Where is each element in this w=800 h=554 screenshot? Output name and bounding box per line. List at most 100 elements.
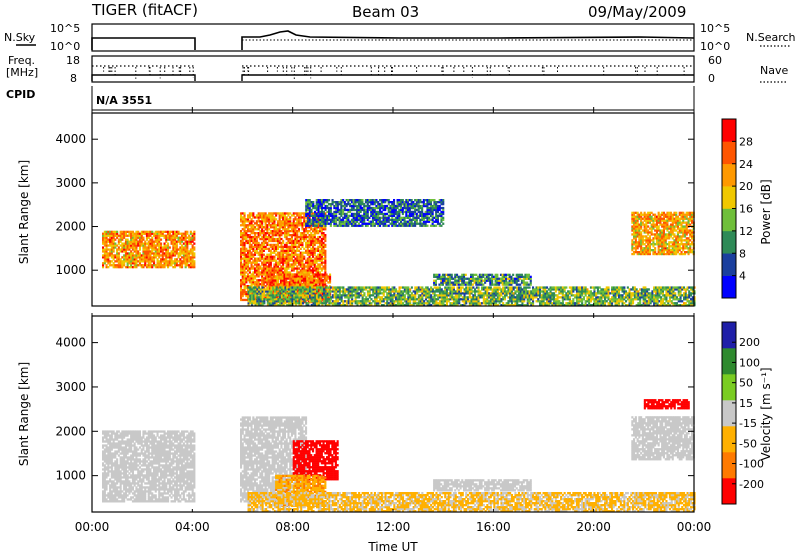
power-cell bbox=[294, 261, 297, 264]
power-cell bbox=[257, 220, 260, 223]
power-cell bbox=[437, 286, 440, 289]
power-cell bbox=[261, 263, 264, 266]
power-cell bbox=[398, 302, 401, 305]
power-cell bbox=[623, 292, 626, 295]
power-cell bbox=[262, 216, 265, 219]
power-cell bbox=[133, 258, 136, 261]
power-cell bbox=[258, 286, 261, 289]
power-cell bbox=[305, 281, 308, 284]
power-cell bbox=[630, 296, 633, 299]
power-cell bbox=[131, 246, 134, 249]
power-cell bbox=[112, 234, 115, 237]
power-cell bbox=[243, 212, 246, 215]
power-cell bbox=[516, 296, 519, 299]
power-cell bbox=[570, 286, 573, 289]
power-cell bbox=[266, 230, 269, 233]
power-cell bbox=[269, 271, 272, 274]
power-cell bbox=[331, 302, 334, 305]
power-cell bbox=[642, 300, 645, 303]
power-cell bbox=[280, 251, 283, 254]
power-cell bbox=[279, 275, 282, 278]
power-cell bbox=[361, 302, 364, 305]
power-cell bbox=[188, 238, 191, 241]
power-cell bbox=[310, 232, 313, 235]
power-cell bbox=[479, 296, 482, 299]
power-cell bbox=[298, 300, 301, 303]
power-cell bbox=[179, 232, 182, 235]
power-cell bbox=[250, 263, 253, 266]
power-cell bbox=[163, 244, 166, 247]
power-cell bbox=[388, 298, 391, 301]
power-cell bbox=[138, 238, 141, 241]
power-cell bbox=[456, 298, 459, 301]
power-cell bbox=[445, 292, 448, 295]
power-cell bbox=[282, 232, 285, 235]
power-cell bbox=[257, 267, 260, 270]
power-cell bbox=[269, 275, 272, 278]
power-cell bbox=[458, 296, 461, 299]
power-cell bbox=[396, 302, 399, 305]
power-cell bbox=[632, 294, 635, 297]
power-cell bbox=[240, 279, 243, 282]
power-cell bbox=[193, 256, 196, 259]
power-cell bbox=[611, 302, 614, 305]
power-cell bbox=[412, 304, 415, 307]
power-cell bbox=[170, 234, 173, 237]
power-cell bbox=[313, 273, 316, 276]
power-cell bbox=[254, 281, 257, 284]
power-cell bbox=[286, 300, 289, 303]
power-cell bbox=[275, 245, 278, 248]
power-cell bbox=[317, 232, 320, 235]
power-cell bbox=[570, 292, 573, 295]
power-cell bbox=[276, 255, 279, 258]
power-cell bbox=[110, 264, 113, 267]
power-cell bbox=[287, 220, 290, 223]
power-cell bbox=[333, 292, 336, 295]
power-cell bbox=[240, 294, 243, 298]
power-cell bbox=[126, 264, 129, 267]
power-cell bbox=[243, 228, 246, 231]
power-cell bbox=[526, 294, 529, 297]
power-cell bbox=[278, 218, 281, 221]
power-cell bbox=[301, 226, 304, 229]
power-cell bbox=[639, 292, 642, 295]
power-cell bbox=[285, 283, 288, 286]
power-cell bbox=[126, 252, 129, 255]
power-cell bbox=[269, 239, 272, 243]
power-cell bbox=[375, 290, 378, 293]
power-cell bbox=[251, 304, 254, 307]
power-cell bbox=[131, 232, 134, 235]
power-cell bbox=[308, 239, 311, 243]
power-cell bbox=[252, 288, 255, 291]
power-cell bbox=[262, 273, 265, 276]
power-cell bbox=[588, 298, 591, 301]
power-cell bbox=[285, 243, 288, 247]
power-cell bbox=[279, 273, 282, 276]
power-cell bbox=[276, 269, 279, 272]
power-cell bbox=[509, 300, 512, 303]
power-cell bbox=[309, 300, 312, 303]
power-cell bbox=[172, 254, 175, 257]
power-cell bbox=[315, 271, 318, 274]
power-cell bbox=[144, 262, 147, 265]
power-cell bbox=[318, 277, 321, 280]
power-cell bbox=[319, 286, 322, 289]
power-cell bbox=[153, 262, 156, 265]
power-cell bbox=[482, 296, 485, 299]
power-cell bbox=[255, 267, 258, 270]
power-cell bbox=[619, 300, 622, 303]
power-cell bbox=[435, 298, 438, 301]
power-cell bbox=[384, 296, 387, 299]
power-cell bbox=[163, 246, 166, 249]
power-cell bbox=[484, 286, 487, 289]
power-cell bbox=[174, 238, 177, 241]
power-cell bbox=[280, 241, 283, 245]
power-cell bbox=[264, 277, 267, 280]
power-cell bbox=[424, 294, 427, 297]
power-cell bbox=[264, 220, 267, 223]
power-cell bbox=[516, 286, 519, 289]
power-cell bbox=[637, 294, 640, 297]
power-cell bbox=[303, 296, 306, 299]
power-cell bbox=[509, 304, 512, 307]
power-cell bbox=[255, 257, 258, 260]
